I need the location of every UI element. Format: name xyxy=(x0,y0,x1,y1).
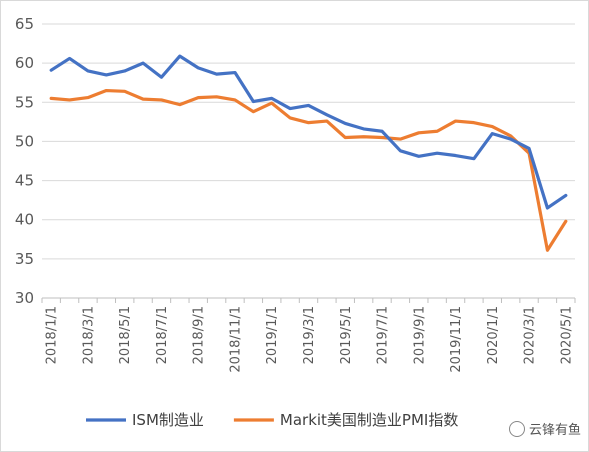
y-axis: 30 35 40 45 50 55 60 65 xyxy=(15,15,34,307)
x-tick-label: 2020/5/1 xyxy=(559,306,574,364)
y-tick-label: 35 xyxy=(15,250,34,268)
x-tick-label: 2018/3/1 xyxy=(81,306,96,364)
y-tick-label: 30 xyxy=(15,289,34,307)
x-tick-label: 2018/7/1 xyxy=(155,306,170,364)
y-tick-label: 55 xyxy=(15,93,34,111)
series-lines xyxy=(49,54,568,252)
x-tick-label: 2018/1/1 xyxy=(45,306,60,364)
x-tick-label: 2018/11/1 xyxy=(228,306,243,373)
legend-label-1: ISM制造业 xyxy=(132,411,204,429)
series-line-2 xyxy=(49,88,568,252)
x-tick-label: 2019/1/1 xyxy=(265,306,280,364)
watermark-text: 云锋有鱼 xyxy=(528,423,581,438)
x-tick-label: 2019/5/1 xyxy=(339,306,354,364)
x-tick-label: 2019/3/1 xyxy=(302,306,317,364)
y-tick-label: 60 xyxy=(15,54,34,72)
grid-lines xyxy=(42,23,575,299)
series-line-1 xyxy=(49,54,568,210)
watermark: 云锋有鱼 xyxy=(508,419,581,438)
x-tick-label: 2018/9/1 xyxy=(192,306,207,364)
y-tick-label: 45 xyxy=(15,172,34,190)
x-tick-label: 2020/3/1 xyxy=(523,306,538,364)
x-tick-label: 2019/9/1 xyxy=(412,306,427,364)
x-tick-label: 2019/7/1 xyxy=(376,306,391,364)
y-tick-label: 50 xyxy=(15,132,34,150)
x-axis: 2018/1/1 2018/3/1 2018/5/1 2018/7/1 2018/9/1… xyxy=(41,297,576,373)
y-tick-label: 65 xyxy=(15,15,34,33)
legend-label-2: Markit美国制造业PMI指数 xyxy=(280,411,458,429)
x-tick-label: 2020/1/1 xyxy=(486,306,501,364)
wechat-official-account-icon xyxy=(508,420,525,437)
x-tick-label: 2018/5/1 xyxy=(118,306,133,364)
legend: ISM制造业 Markit美国制造业PMI指数 xyxy=(86,411,458,429)
y-tick-label: 40 xyxy=(15,211,34,229)
x-tick-label: 2019/11/1 xyxy=(449,306,464,373)
